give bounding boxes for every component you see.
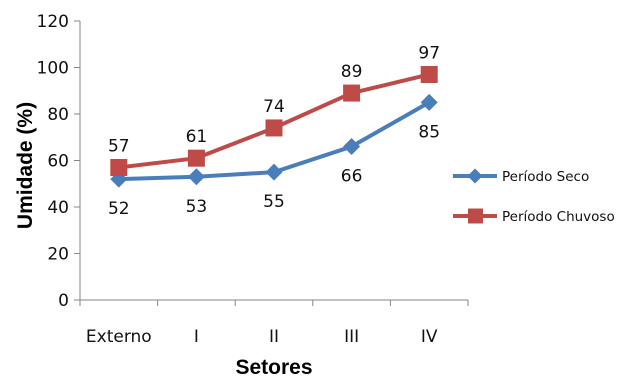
legend-label: Período Seco [502,169,589,185]
x-tick-label: II [269,327,279,347]
data-label: 52 [108,199,130,219]
legend-marker [467,168,483,184]
data-label: 74 [263,97,285,117]
y-tick-label: 100 [37,59,69,79]
x-axis-title: Setores [235,356,312,378]
x-tick-label: I [194,327,199,347]
y-axis-ticks: 0 20 40 60 80 100 120 [37,12,80,311]
data-point [420,65,438,83]
data-label: 85 [418,122,440,142]
y-axis-title: Umidade (%) [14,102,37,229]
data-point [110,158,128,176]
data-point [187,149,205,167]
data-point [187,168,205,186]
x-tick-label: III [344,327,359,347]
data-point [343,138,361,156]
axes [79,21,468,301]
data-label-layer: 52 53 55 66 85 57 61 74 89 97 [108,43,440,219]
legend-item: Período Chuvoso [453,208,615,225]
data-point [265,163,283,181]
legend: Período Seco Período Chuvoso [453,168,615,225]
data-label: 57 [108,136,130,156]
data-point [343,84,361,102]
data-label: 53 [186,197,208,217]
series-2 [110,65,438,176]
legend-item: Período Seco [453,168,589,185]
y-tick-label: 40 [47,198,69,218]
data-label: 55 [263,192,285,212]
data-point [265,119,283,137]
y-tick-label: 80 [47,105,69,125]
y-tick-label: 20 [47,245,69,265]
y-tick-label: 60 [47,152,69,172]
legend-marker [468,208,483,224]
legend-label: Período Chuvoso [502,209,615,225]
y-tick-label: 120 [37,12,69,32]
x-tick-label: Externo [86,327,152,347]
data-label: 97 [418,43,440,63]
x-axis-ticks: Externo I II III IV [79,300,469,347]
data-label: 66 [341,167,363,187]
x-tick-label: IV [421,327,438,347]
y-tick-label: 0 [58,291,69,311]
data-label: 89 [341,62,363,82]
data-label: 61 [186,127,208,147]
series-layer [110,65,438,188]
data-point [420,93,438,111]
